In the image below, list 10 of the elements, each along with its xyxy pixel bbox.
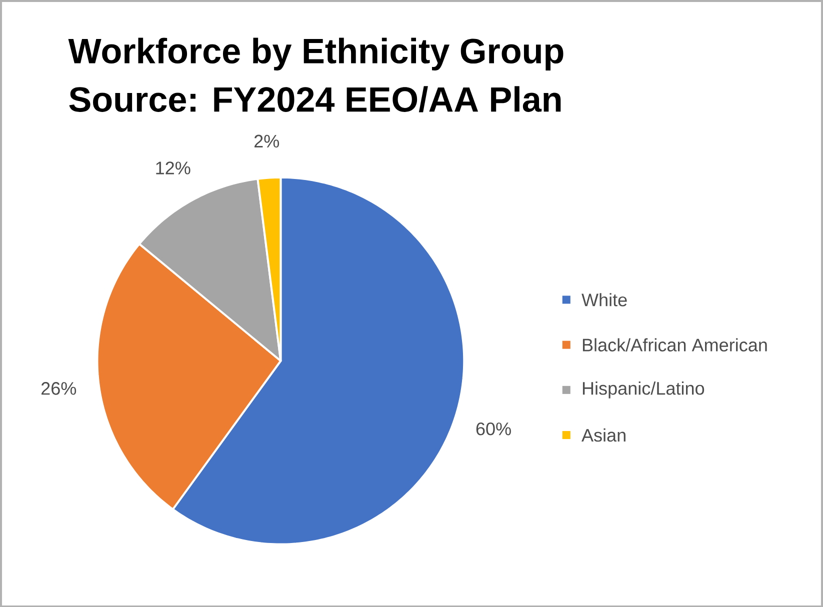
data-label: 26% <box>42 382 76 395</box>
legend-label: Black/African American <box>582 338 767 352</box>
data-label: 2% <box>254 134 280 148</box>
legend-label: Asian <box>582 428 626 442</box>
chart-title: Workforce by Ethnicity Group <box>68 38 564 70</box>
legend-label: White <box>582 292 627 306</box>
chart-subtitle: Source: FY2024 EEO/AA Plan <box>69 86 561 112</box>
data-label: 12% <box>156 161 190 174</box>
legend-label: Hispanic/Latino <box>582 381 704 398</box>
data-label: 60% <box>476 422 511 436</box>
